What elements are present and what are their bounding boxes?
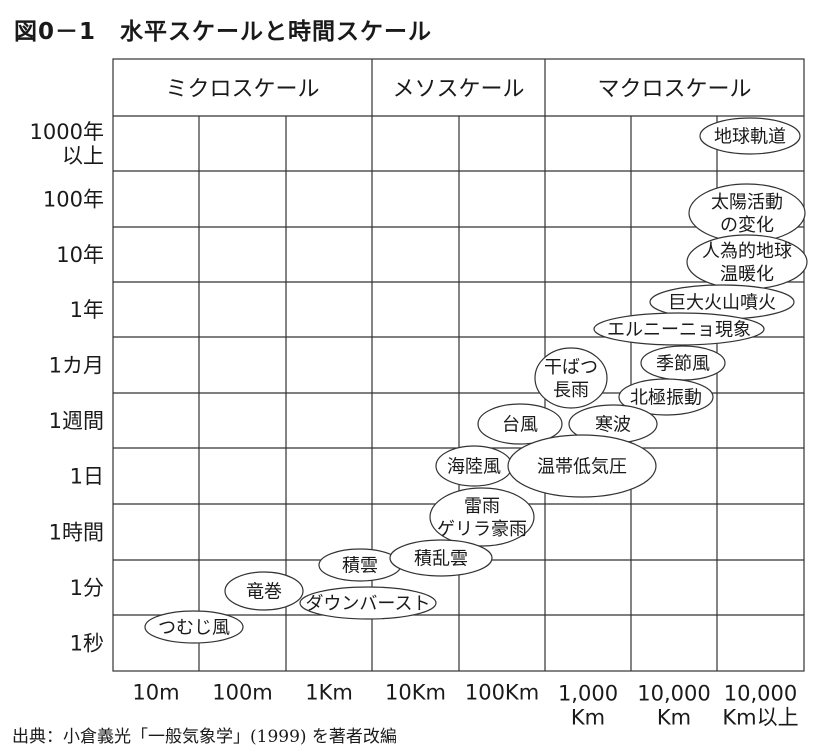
phenomenon-label: 温帯低気圧 — [537, 456, 627, 477]
phenomenon-bubble: 人為的地球温暖化 — [686, 234, 808, 290]
distance-label-5: 1,000 Km — [558, 682, 618, 730]
phenomenon-label: エルニーニョ現象 — [607, 319, 751, 340]
figure-title: 図0－1 水平スケールと時間スケール — [14, 19, 433, 45]
time-label-8: 1分 — [70, 576, 104, 600]
time-label-7: 1時間 — [49, 521, 104, 545]
phenomenon-ellipse — [593, 312, 765, 346]
phenomenon-bubble: 季節風 — [640, 345, 726, 381]
phenomenon-bubble: エルニーニョ現象 — [593, 312, 765, 346]
phenomenon-ellipse — [144, 610, 244, 644]
phenomenon-ellipse — [299, 586, 437, 620]
phenomenon-label: 積雲 — [342, 555, 378, 576]
phenomenon-bubble: 干ばつ長雨 — [534, 347, 608, 409]
phenomenon-label: 雷雨ゲリラ豪雨 — [437, 496, 527, 540]
phenomenon-bubble: 積雲 — [318, 548, 402, 582]
time-label-4: 1カ月 — [49, 354, 104, 378]
source-citation: 出典：小倉義光「一般気象学」(1999) を著者改編 — [12, 727, 397, 747]
phenomenon-label: 地球軌道 — [714, 126, 786, 147]
phenomenon-label: 寒波 — [595, 414, 631, 435]
phenomenon-bubble: 海陸風 — [435, 445, 513, 487]
time-label-5: 1週間 — [49, 409, 104, 433]
phenomenon-label: ダウンバースト — [305, 593, 430, 614]
phenomenon-label: 台風 — [502, 414, 538, 435]
phenomenon-ellipse — [507, 434, 657, 498]
phenomenon-ellipse — [389, 539, 493, 577]
phenomenon-label: 海陸風 — [447, 456, 501, 477]
phenomenon-bubble: 温帯低気圧 — [507, 434, 657, 498]
phenomenon-bubble: ダウンバースト — [299, 586, 437, 620]
phenomenon-label: 干ばつ長雨 — [544, 357, 598, 401]
phenomenon-label: 積乱雲 — [414, 548, 468, 569]
phenomenon-bubble: 雷雨ゲリラ豪雨 — [429, 487, 535, 547]
phenomenon-ellipse — [534, 347, 608, 409]
scale-header-1: メソスケール — [392, 77, 524, 102]
phenomenon-label: 太陽活動の変化 — [711, 192, 783, 236]
distance-label-2: 1Km — [305, 681, 353, 705]
scale-header-2: マクロスケール — [597, 77, 751, 102]
time-label-3: 1年 — [70, 298, 104, 322]
phenomenon-label: 季節風 — [656, 353, 710, 374]
time-label-0: 1000年以上 — [30, 120, 104, 168]
phenomenon-label: 巨大火山噴火 — [668, 292, 776, 313]
phenomenon-label: 人為的地球温暖化 — [702, 241, 792, 285]
phenomenon-bubble: 北極振動 — [618, 378, 714, 416]
phenomenon-ellipse — [429, 487, 535, 547]
phenomenon-bubble: 太陽活動の変化 — [688, 183, 806, 243]
phenomenon-ellipse — [224, 571, 304, 611]
time-label-9: 1秒 — [70, 632, 104, 656]
phenomenon-bubble: つむじ風 — [144, 610, 244, 644]
time-label-6: 1日 — [70, 465, 104, 489]
phenomenon-bubble: 台風 — [477, 403, 563, 445]
scale-header-0: ミクロスケール — [165, 77, 319, 102]
distance-label-7: 10,000 Km以上 — [722, 682, 798, 730]
time-label-1: 100年 — [43, 188, 104, 212]
distance-label-4: 100Km — [465, 681, 539, 705]
time-label-2: 10年 — [56, 243, 104, 267]
phenomenon-ellipse — [618, 378, 714, 416]
phenomenon-bubble: 積乱雲 — [389, 539, 493, 577]
phenomenon-bubble: 竜巻 — [224, 571, 304, 611]
phenomenon-bubble: 地球軌道 — [699, 117, 801, 155]
distance-label-3: 10Km — [385, 681, 446, 705]
distance-label-0: 10m — [132, 681, 179, 705]
phenomenon-ellipse — [477, 403, 563, 445]
phenomenon-ellipse — [699, 117, 801, 155]
phenomenon-bubble: 巨大火山噴火 — [649, 284, 795, 320]
phenomenon-label: 北極振動 — [630, 387, 702, 408]
phenomenon-label: つむじ風 — [158, 617, 230, 638]
distance-label-1: 100m — [212, 681, 273, 705]
phenomenon-label: 竜巻 — [246, 581, 282, 602]
distance-label-6: 10,000 Km — [637, 682, 710, 730]
